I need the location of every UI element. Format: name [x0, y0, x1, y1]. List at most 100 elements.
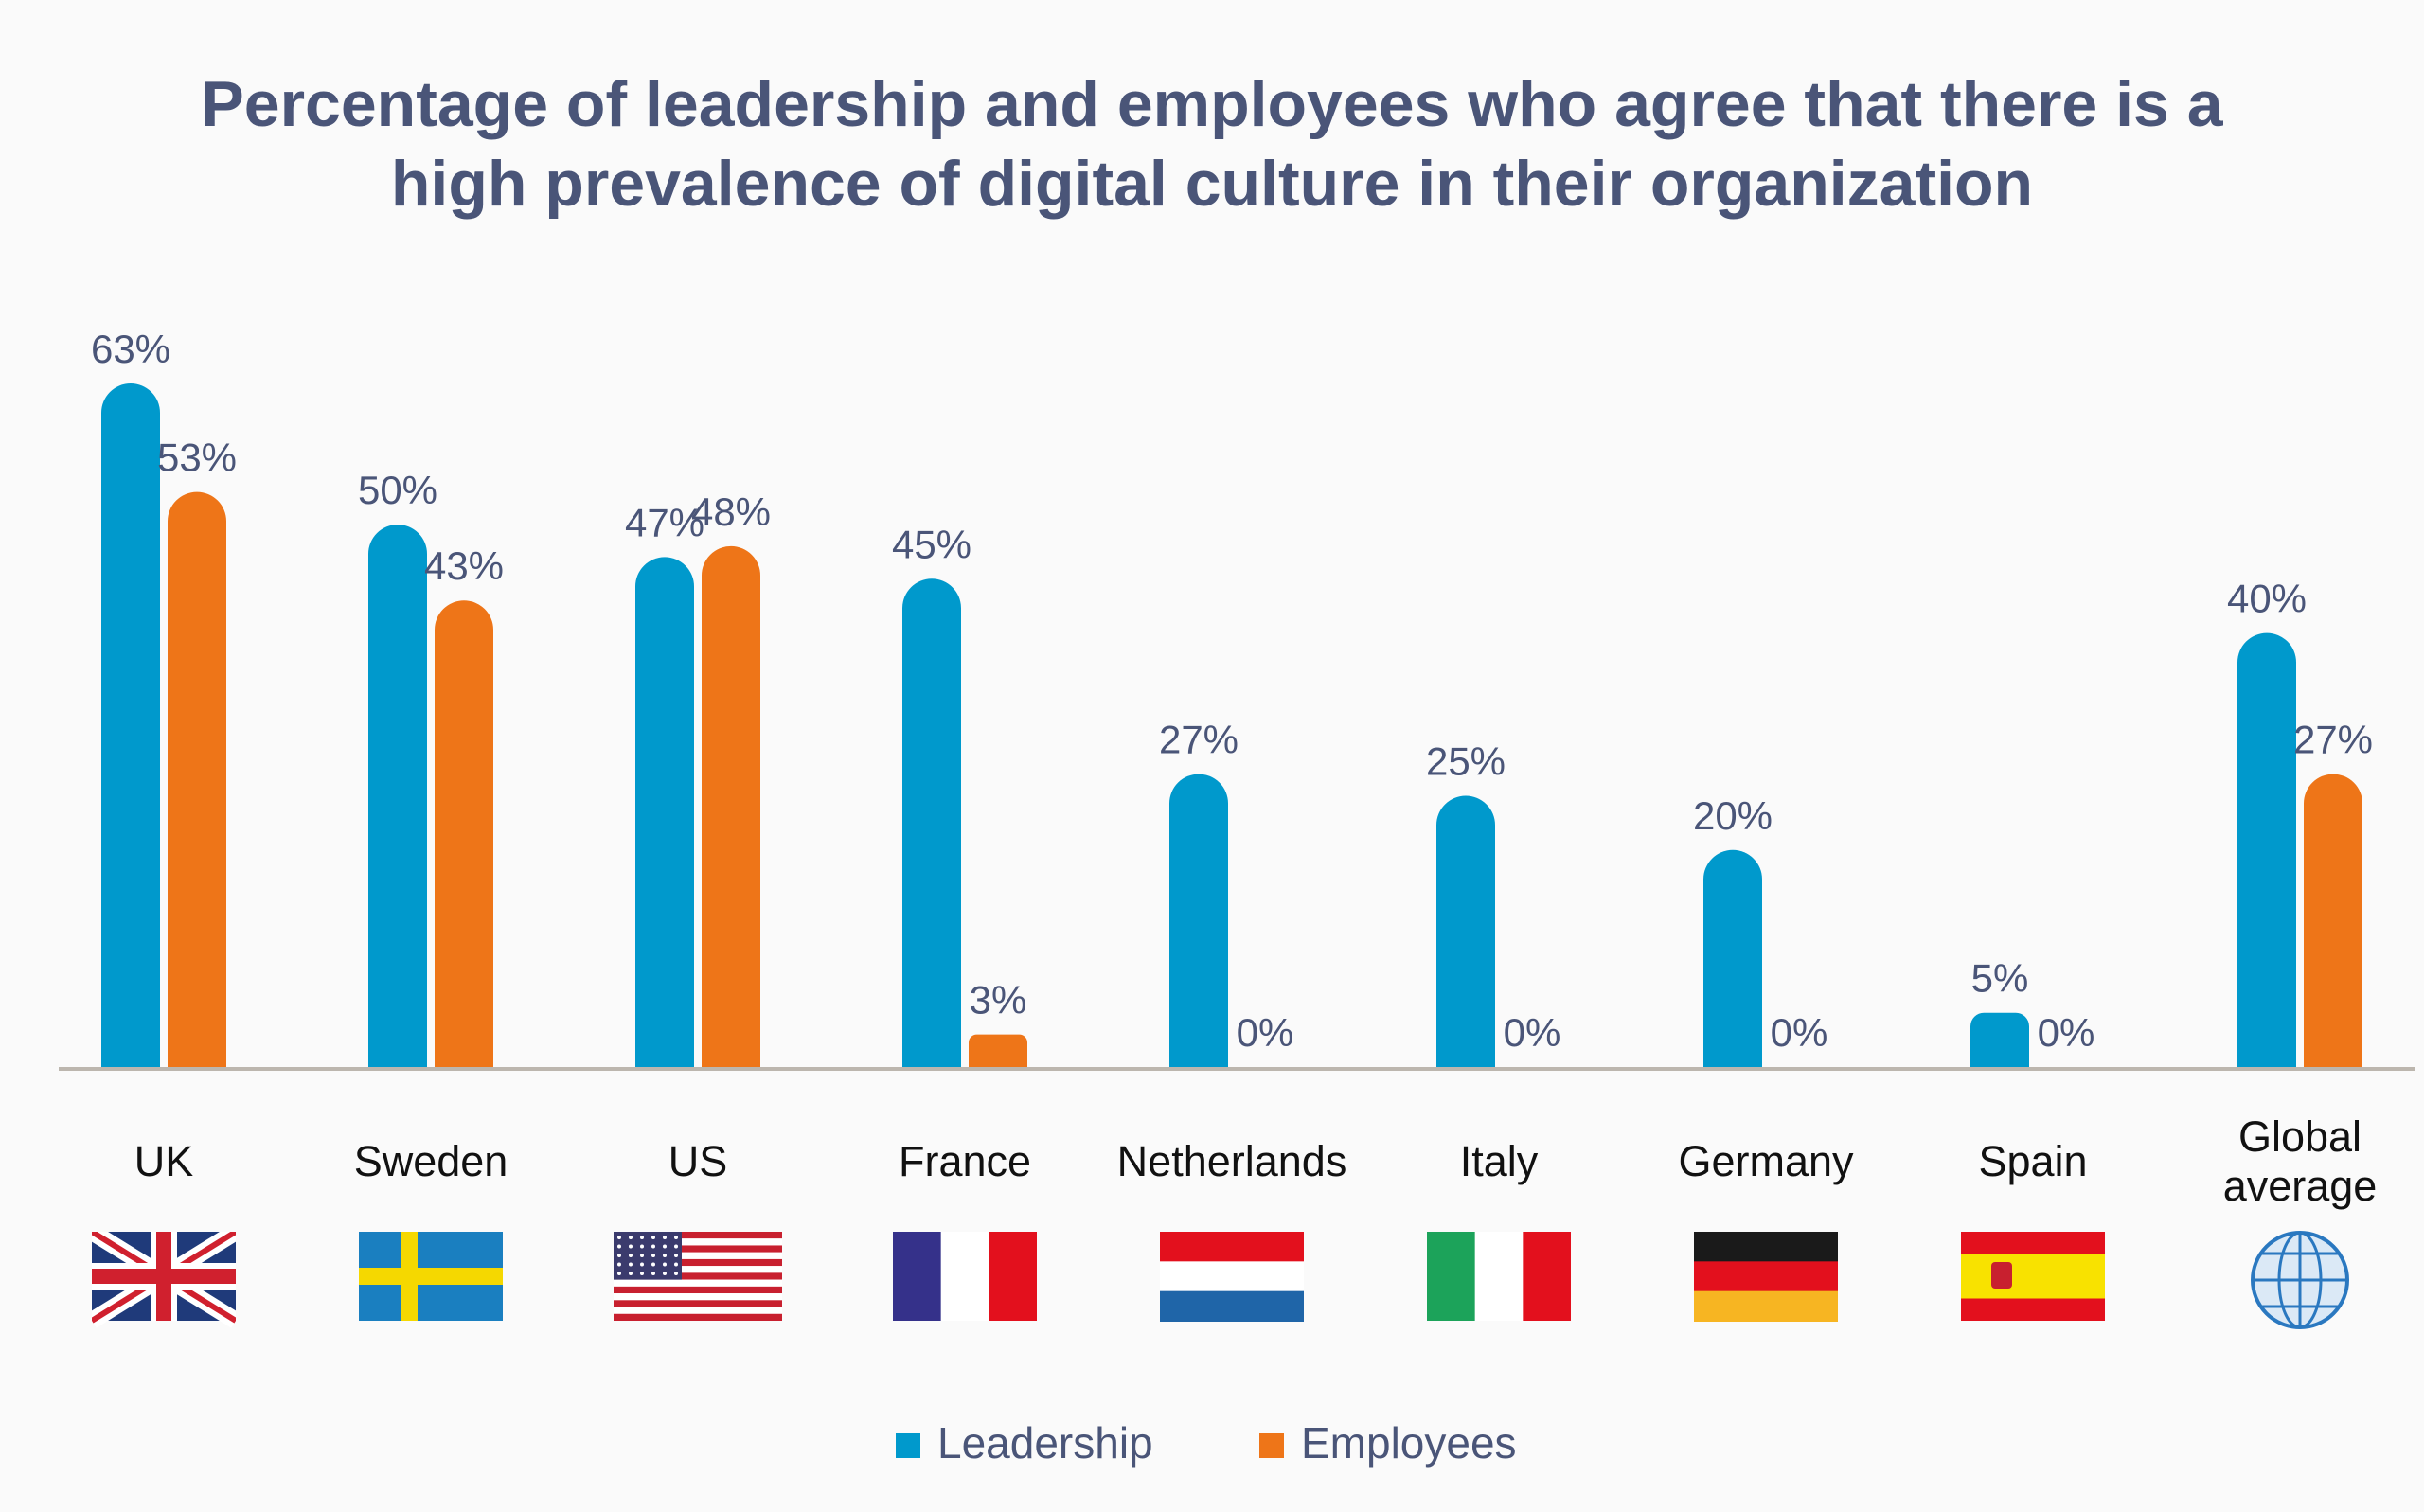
- flag-band: [989, 1232, 1037, 1321]
- x-tick-label: Germany: [1678, 1137, 1854, 1185]
- flag-star: [674, 1262, 678, 1267]
- x-tick-label: Global average: [2222, 1112, 2378, 1210]
- flag-band: [940, 1232, 990, 1321]
- bar: [1703, 849, 1762, 1067]
- bar: [368, 524, 427, 1067]
- bar: [2304, 774, 2362, 1067]
- value-label: 0%: [1237, 1010, 1294, 1055]
- bar: [101, 383, 160, 1067]
- flag-stripe: [614, 1245, 782, 1253]
- flag-band: [1694, 1261, 1838, 1292]
- flag-band: [1474, 1232, 1524, 1321]
- flag-star: [663, 1262, 667, 1267]
- flag-star: [617, 1254, 621, 1257]
- bar: [969, 1034, 1027, 1067]
- bar: [635, 557, 694, 1067]
- value-label: 53%: [157, 436, 237, 480]
- flag: [2251, 1231, 2349, 1329]
- flag-canton: [614, 1232, 682, 1280]
- x-tick-label: France: [898, 1137, 1032, 1185]
- flag-star: [640, 1272, 644, 1275]
- flag-star: [640, 1244, 644, 1249]
- value-label: 27%: [2293, 718, 2373, 762]
- flag: [1427, 1232, 1571, 1321]
- flag-stripe: [614, 1272, 782, 1280]
- value-label: 0%: [1504, 1010, 1561, 1055]
- flag-star: [640, 1254, 644, 1257]
- flag: [893, 1232, 1037, 1321]
- legend-swatch: [896, 1433, 920, 1458]
- flag-star: [617, 1262, 621, 1267]
- x-tick-label: UK: [134, 1137, 194, 1185]
- flag-star: [629, 1272, 633, 1275]
- flag-star: [640, 1236, 644, 1239]
- flag: [1694, 1232, 1838, 1322]
- flag-band: [1694, 1232, 1838, 1263]
- value-label: 3%: [970, 978, 1027, 1023]
- flag-star: [651, 1236, 655, 1239]
- flag: [1160, 1232, 1304, 1322]
- x-tick-label: US: [668, 1137, 728, 1185]
- flag: [614, 1232, 782, 1321]
- flag: [92, 1232, 236, 1328]
- flag-star: [617, 1236, 621, 1239]
- flag-stripe: [614, 1266, 782, 1273]
- bar: [1436, 795, 1495, 1067]
- flag-band: [1160, 1261, 1304, 1292]
- flag: [359, 1232, 503, 1321]
- flag-star: [674, 1236, 678, 1239]
- flag-stripe: [614, 1293, 782, 1301]
- x-tick-label: Spain: [1978, 1137, 2088, 1185]
- flag-emblem: [1991, 1262, 2012, 1289]
- flag-cross: [92, 1232, 236, 1321]
- flag-band: [1523, 1232, 1571, 1321]
- flag-stripe: [614, 1286, 782, 1294]
- flag-star: [663, 1272, 667, 1275]
- value-label: 0%: [2038, 1010, 2095, 1055]
- flag-star: [629, 1244, 633, 1249]
- bar: [902, 578, 961, 1067]
- value-label: 5%: [1971, 956, 2029, 1001]
- flag-band: [1961, 1254, 2105, 1299]
- x-tick-label: Netherlands: [1116, 1137, 1347, 1185]
- value-label: 43%: [424, 543, 504, 588]
- bar: [2237, 632, 2296, 1067]
- flag-stripe: [614, 1238, 782, 1246]
- flag-star: [663, 1244, 667, 1249]
- value-label: 48%: [691, 489, 771, 534]
- value-label: 50%: [358, 468, 437, 512]
- flag-star: [663, 1254, 667, 1257]
- flag-star: [640, 1262, 644, 1267]
- flag: [1961, 1232, 2105, 1321]
- bar: [1970, 1012, 2029, 1067]
- bar: [168, 491, 226, 1067]
- flag-stripe: [614, 1279, 782, 1287]
- flag-stripe: [614, 1258, 782, 1267]
- flag-band: [1160, 1290, 1304, 1322]
- flag-stripe: [614, 1307, 782, 1314]
- chart-title: Percentage of leadership and employees w…: [201, 68, 2223, 220]
- value-label: 27%: [1159, 718, 1239, 762]
- flag-star: [651, 1254, 655, 1257]
- bar: [1168, 774, 1228, 1067]
- legend-label: Employees: [1301, 1418, 1517, 1468]
- bar: [435, 600, 493, 1067]
- x-tick-label: Italy: [1459, 1137, 1539, 1185]
- bar: [702, 545, 760, 1067]
- flag-star: [651, 1244, 655, 1249]
- flag-band: [1427, 1232, 1476, 1321]
- flag-cross: [401, 1232, 418, 1321]
- flag-band: [893, 1232, 942, 1321]
- value-label: 40%: [2227, 577, 2307, 621]
- flag-star: [629, 1262, 633, 1267]
- flag-star: [629, 1236, 633, 1239]
- flag-star: [674, 1272, 678, 1275]
- flag-stripe: [614, 1252, 782, 1259]
- flag-star: [617, 1244, 621, 1249]
- flag-stripe: [614, 1300, 782, 1307]
- value-label: 25%: [1426, 738, 1506, 783]
- flag-stripe: [614, 1313, 782, 1321]
- legend-swatch: [1259, 1433, 1284, 1458]
